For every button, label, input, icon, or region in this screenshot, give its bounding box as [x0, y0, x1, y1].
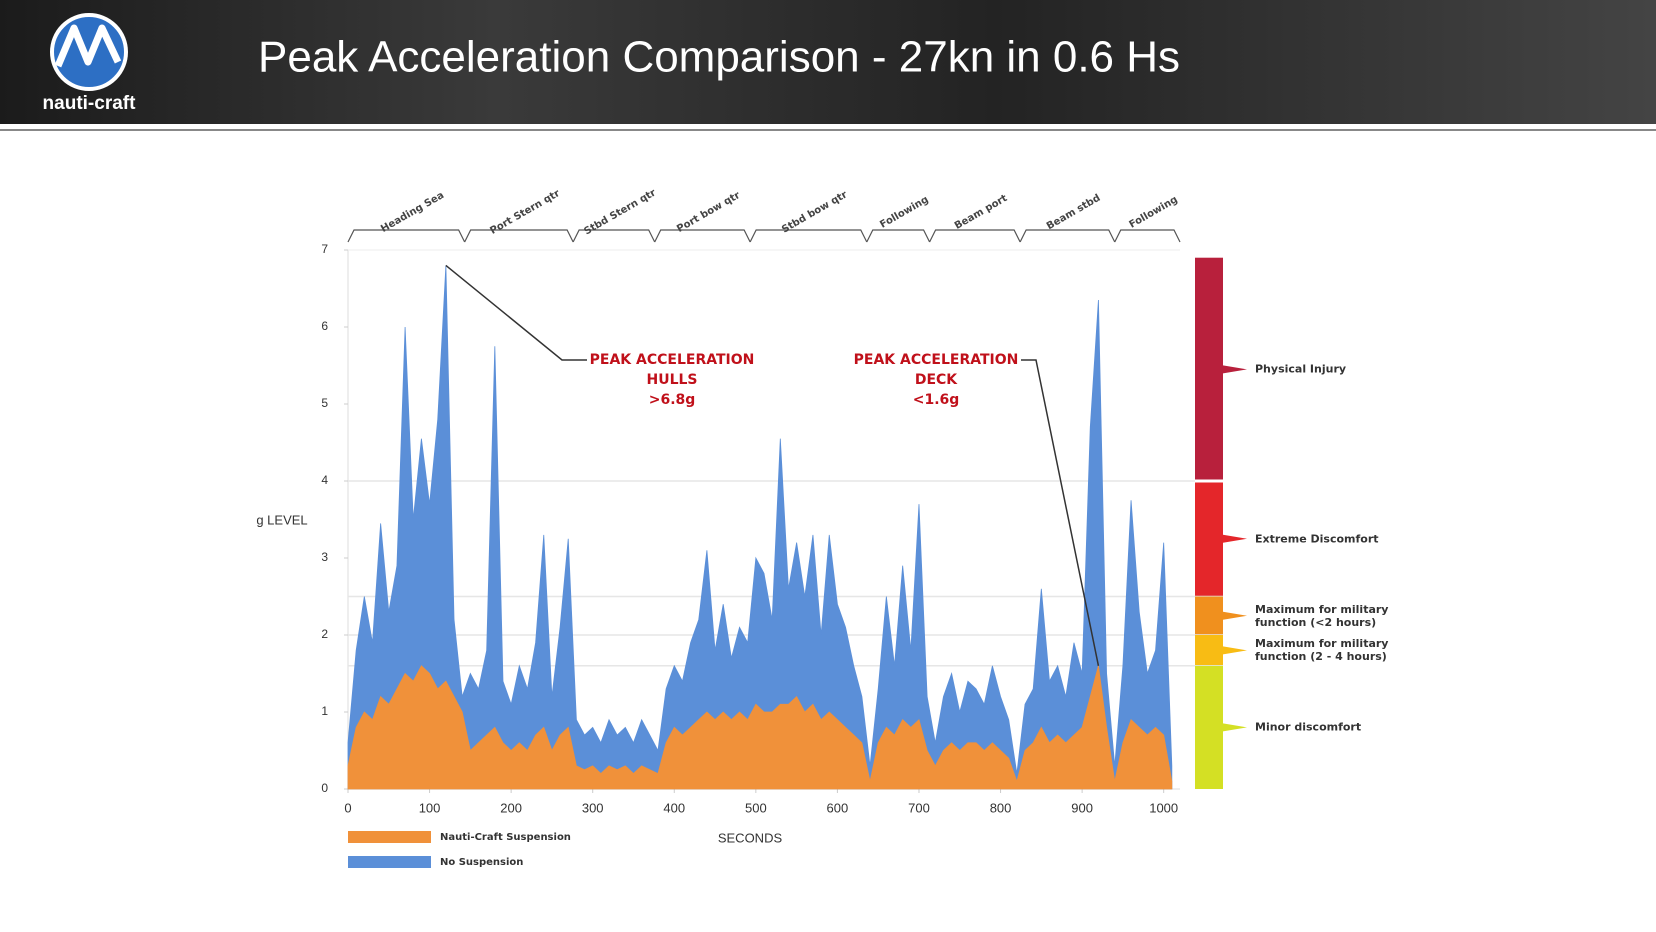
annotation-text: PEAK ACCELERATION: [854, 352, 1019, 368]
segment-label: Beam port: [953, 193, 1010, 232]
segment-bracket: [1019, 229, 1116, 243]
x-tick-label: 800: [990, 800, 1012, 815]
zone-band: [1195, 635, 1223, 666]
annotation-text: DECK: [915, 372, 958, 388]
logo-text: nauti-craft: [43, 93, 137, 114]
x-tick-label: 300: [582, 800, 604, 815]
segment-bracket: [464, 229, 574, 243]
x-axis-label: SECONDS: [718, 830, 783, 845]
y-tick-label: 3: [321, 550, 328, 564]
zone-arrow: [1223, 646, 1247, 655]
zone-arrow: [1223, 365, 1247, 374]
legend-swatch: [348, 831, 431, 843]
y-tick-label: 0: [321, 781, 328, 795]
zone-band: [1195, 596, 1223, 635]
annotation-pointer: [1021, 359, 1100, 666]
x-tick-label: 1000: [1149, 800, 1178, 815]
annotation-text: >6.8g: [649, 392, 696, 408]
legend-label: Nauti-Craft Suspension: [440, 832, 571, 843]
zone-label: Physical Injury: [1255, 362, 1347, 376]
segment-bracket: [929, 229, 1021, 243]
segment-label: Following: [878, 194, 930, 231]
segment-label: Beam stbd: [1045, 193, 1103, 233]
segment-bracket: [749, 229, 868, 243]
zone-label: Minor discomfort: [1255, 720, 1362, 734]
zone-arrow: [1223, 534, 1247, 543]
segment-bracket: [1114, 229, 1181, 243]
zone-arrow: [1223, 611, 1247, 620]
segment-bracket: [572, 229, 656, 243]
segment-label: Port bow qtr: [675, 190, 742, 235]
zone-label: Maximum for military function (<2 hours): [1255, 602, 1389, 629]
y-tick-label: 4: [321, 473, 328, 487]
y-tick-label: 6: [321, 319, 328, 333]
segment-label: Heading Sea: [379, 190, 446, 235]
area: [347, 665, 1173, 790]
segment-bracket: [866, 229, 931, 243]
zone-band: [1195, 257, 1223, 481]
y-tick-label: 1: [321, 704, 328, 718]
zone-arrow: [1223, 723, 1247, 732]
x-tick-label: 600: [827, 800, 849, 815]
y-tick-label: 2: [321, 627, 328, 641]
y-tick-label: 5: [321, 396, 328, 410]
x-tick-label: 400: [663, 800, 685, 815]
segment-label: Following: [1128, 194, 1180, 231]
segment-bracket: [654, 229, 751, 243]
x-tick-label: 700: [908, 800, 930, 815]
annotation-text: <1.6g: [913, 392, 960, 408]
zone-label: Maximum for military function (2 - 4 hou…: [1255, 637, 1389, 664]
zone-band: [1195, 481, 1223, 597]
x-tick-label: 0: [344, 800, 351, 815]
x-tick-label: 500: [745, 800, 767, 815]
zone-band: [1195, 665, 1223, 789]
x-tick-label: 200: [500, 800, 522, 815]
header-bar: [0, 0, 1656, 124]
x-tick-label: 100: [419, 800, 441, 815]
annotation-pointer: [445, 264, 587, 361]
logo-wave: [54, 24, 122, 68]
y-axis-label: g LEVEL: [256, 512, 307, 527]
slide-title: Peak Acceleration Comparison - 27kn in 0…: [258, 33, 1180, 82]
segment-bracket: [347, 229, 466, 243]
y-tick-label: 7: [321, 242, 328, 256]
legend-label: No Suspension: [440, 857, 523, 868]
segment-label: Stbd bow qtr: [780, 189, 849, 235]
annotation-text: PEAK ACCELERATION: [590, 352, 755, 368]
zone-label: Extreme Discomfort: [1255, 532, 1379, 546]
x-tick-label: 900: [1071, 800, 1093, 815]
annotation-text: HULLS: [646, 372, 697, 388]
legend-swatch: [348, 856, 431, 868]
